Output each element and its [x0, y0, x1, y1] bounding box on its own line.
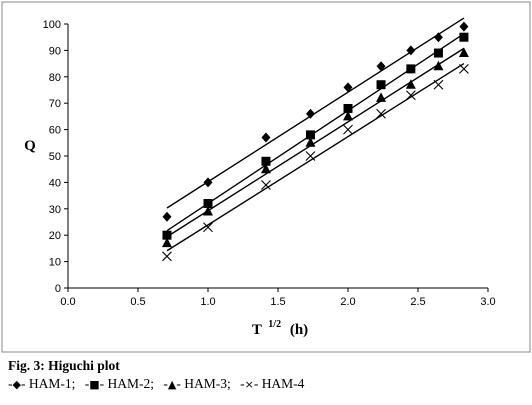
- data-point-ham-4: [305, 151, 316, 161]
- data-point-ham-2: [406, 64, 416, 74]
- legend-label: HAM-3;: [184, 376, 231, 391]
- legend-label: HAM-4: [261, 376, 305, 391]
- x-axis-label-base: T: [252, 322, 262, 338]
- data-point-ham-2: [261, 156, 271, 166]
- data-point-ham-4: [376, 108, 386, 119]
- square-icon: ■: [89, 378, 100, 391]
- data-point-ham-3: [458, 47, 469, 58]
- data-point-ham-3: [376, 92, 387, 102]
- data-point-ham-1: [162, 211, 172, 222]
- data-point-ham-4: [261, 180, 271, 190]
- caption-title: Fig. 3: Higuchi plot: [8, 358, 120, 373]
- y-tick-label: 0: [55, 283, 61, 295]
- x-tick-label: 2.0: [340, 296, 355, 308]
- y-tick-label: 50: [49, 151, 61, 163]
- plot-area: 0 10 20 30 40 50 60 70 80 90 100 0.0 0.5 1.0 1.5 2.0 2.5…: [43, 17, 496, 308]
- data-point-ham-4: [405, 90, 416, 101]
- data-point-ham-4: [203, 222, 213, 233]
- data-point-ham-2: [376, 80, 386, 90]
- figure-caption: Fig. 3: Higuchi plot -◆- HAM-1; -■- HAM-…: [8, 357, 528, 393]
- x-tick-label: 1.5: [270, 296, 285, 308]
- x-axis-label-unit: (h): [290, 322, 308, 338]
- data-point-ham-2: [433, 48, 443, 58]
- trendline-ham-4: [166, 62, 465, 252]
- y-axis-label: Q: [24, 138, 36, 154]
- y-tick-label: 40: [49, 177, 61, 189]
- data-point-ham-2: [203, 199, 213, 209]
- x-axis-label: T 1/2 (h): [252, 315, 308, 338]
- x-tick-label: 3.0: [480, 296, 495, 308]
- data-point-ham-1: [406, 45, 416, 56]
- x-tick-label: 0.0: [60, 296, 75, 308]
- data-point-ham-3: [433, 60, 444, 71]
- legend-entry-ham-1: -◆- HAM-1;: [8, 376, 76, 391]
- data-point-ham-2: [305, 130, 315, 140]
- caption-legend: -◆- HAM-1; -■- HAM-2; -▲- HAM-3; -×- HAM…: [8, 375, 528, 393]
- y-tick-label: 10: [49, 257, 61, 269]
- y-tick-label: 20: [49, 230, 61, 242]
- y-tick-label: 90: [49, 45, 61, 57]
- legend-entry-ham-3: -▲- HAM-3;: [163, 376, 231, 391]
- data-point-ham-1: [261, 132, 271, 143]
- data-point-ham-1: [305, 108, 315, 119]
- trendline-ham-3: [166, 47, 465, 238]
- x-axis-label-superscript: 1/2: [268, 319, 281, 330]
- data-point-ham-4: [433, 79, 444, 90]
- diamond-icon: ◆: [12, 378, 21, 391]
- higuchi-chart: 0 10 20 30 40 50 60 70 80 90 100 0.0 0.5 1.0 1.5 2.0 2.5…: [1, 1, 531, 353]
- data-point-ham-1: [343, 82, 353, 93]
- y-tick-label: 30: [49, 204, 61, 216]
- chart-frame: [1, 1, 531, 353]
- y-tick-label: 100: [43, 19, 61, 31]
- x-tick-label: 1.0: [200, 296, 215, 308]
- data-point-ham-3: [305, 137, 316, 147]
- data-point-ham-2: [162, 230, 172, 240]
- y-tick-label: 70: [49, 98, 61, 110]
- data-point-ham-2: [459, 32, 469, 42]
- cross-icon: ×: [244, 378, 254, 391]
- data-point-ham-3: [161, 237, 172, 248]
- legend-entry-ham-4: -×- HAM-4: [240, 376, 305, 391]
- y-tick-label: 80: [49, 72, 61, 84]
- data-point-ham-1: [376, 61, 386, 72]
- y-tick-label: 60: [49, 125, 61, 137]
- data-point-ham-1: [203, 177, 213, 188]
- legend-label: HAM-2;: [107, 376, 155, 391]
- x-tick-label: 2.5: [410, 296, 425, 308]
- data-point-ham-3: [203, 205, 213, 216]
- data-point-ham-4: [459, 63, 469, 74]
- data-point-ham-1: [459, 21, 469, 32]
- data-point-ham-1: [433, 32, 443, 43]
- data-point-ham-2: [343, 103, 353, 113]
- data-point-ham-3: [343, 110, 353, 121]
- x-tick-label: 0.5: [130, 296, 145, 308]
- data-point-ham-3: [405, 79, 416, 89]
- triangle-icon: ▲: [167, 378, 177, 391]
- data-point-ham-3: [260, 163, 271, 174]
- legend-entry-ham-2: -■- HAM-2;: [84, 376, 155, 391]
- data-point-ham-4: [162, 251, 172, 262]
- data-point-ham-4: [343, 124, 353, 135]
- legend-label: HAM-1;: [28, 376, 76, 391]
